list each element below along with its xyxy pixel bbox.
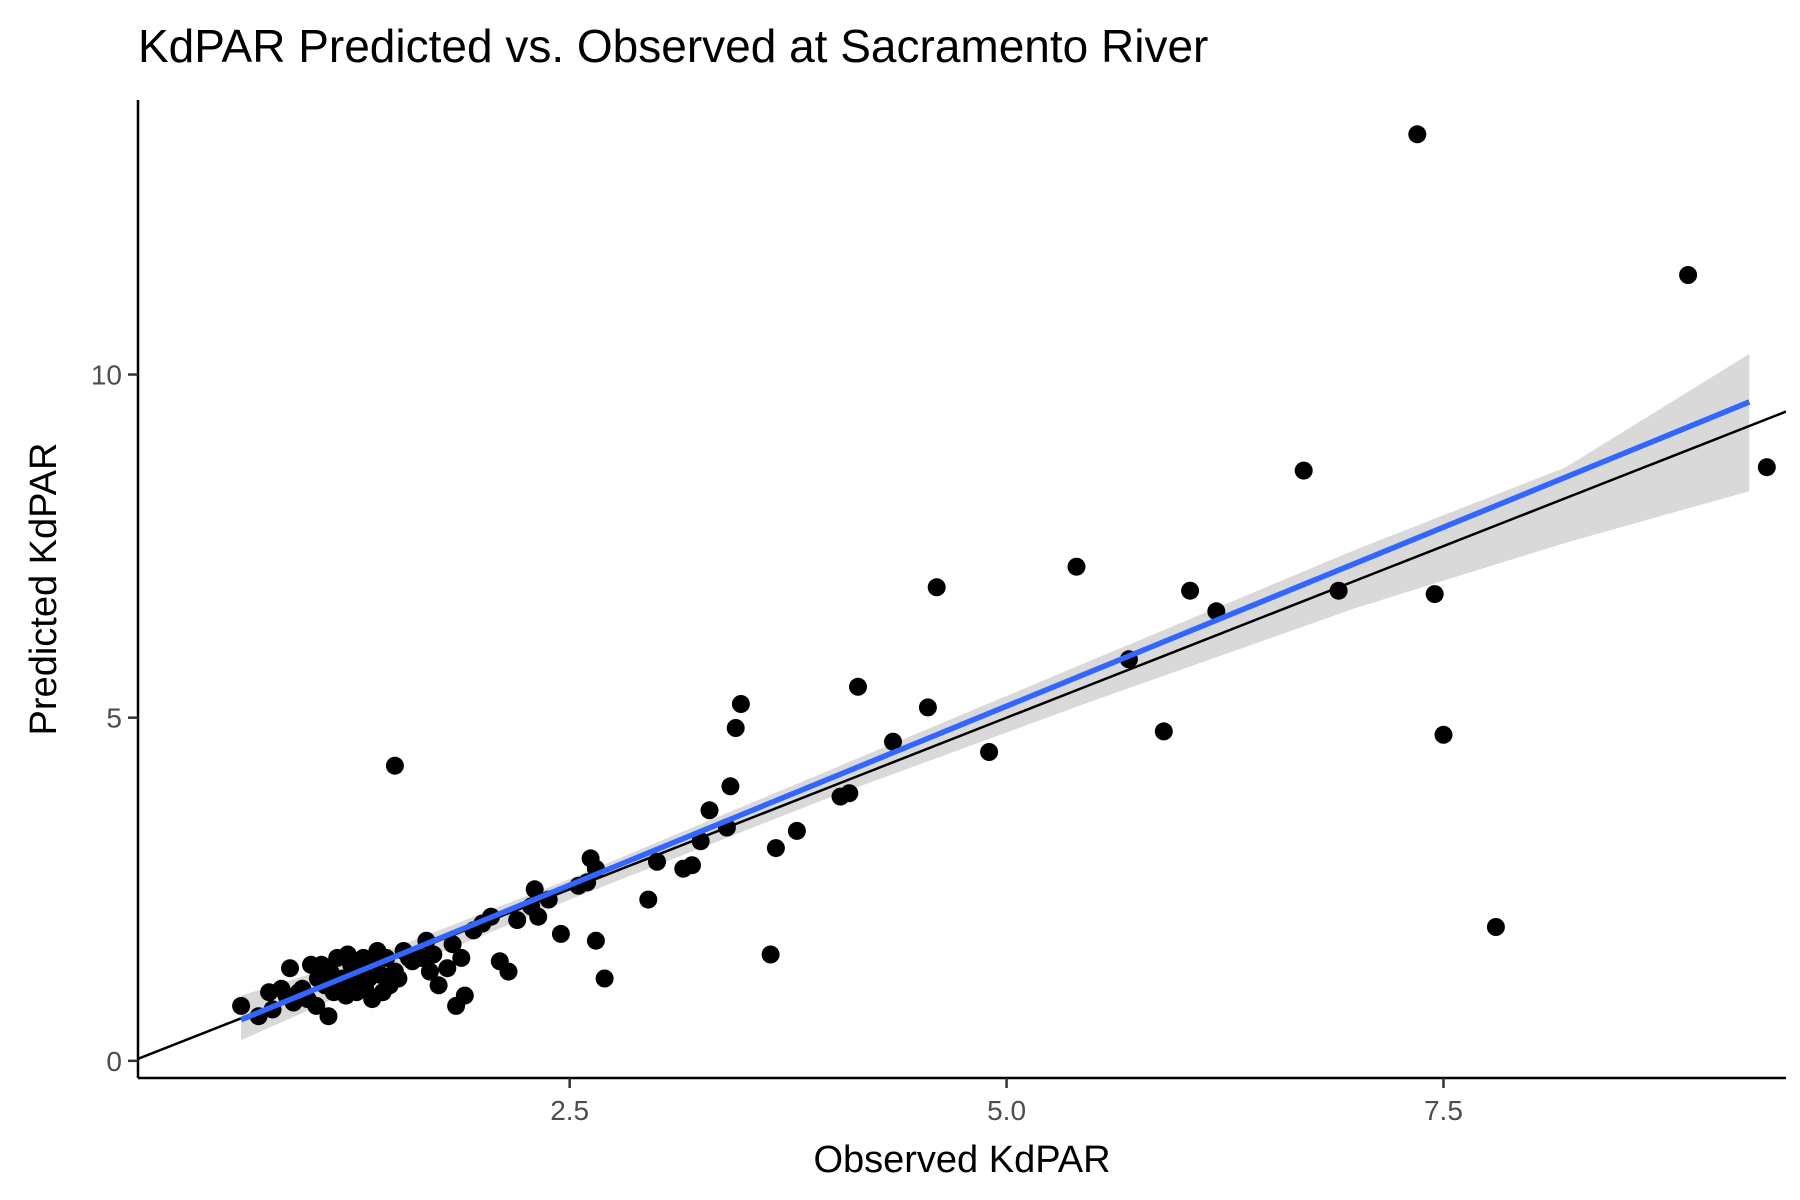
x-axis-ticks: 2.5 5.0 7.5: [550, 1078, 1463, 1126]
data-point: [429, 976, 448, 995]
data-point: [731, 695, 750, 713]
data-point: [389, 969, 408, 988]
data-point: [721, 777, 740, 796]
data-point: [529, 907, 548, 926]
data-point: [1329, 581, 1348, 600]
data-point: [319, 1007, 338, 1026]
x-tick-label: 5.0: [987, 1095, 1026, 1126]
data-point: [927, 578, 946, 597]
data-point: [648, 852, 666, 871]
x-tick-label: 2.5: [550, 1095, 589, 1126]
data-point: [443, 935, 462, 954]
data-point: [1434, 725, 1453, 744]
data-point: [551, 924, 570, 943]
data-point: [455, 986, 474, 1005]
data-point: [499, 962, 518, 981]
chart-title: KdPAR Predicted vs. Observed at Sacramen…: [138, 20, 1208, 72]
data-point: [884, 732, 902, 751]
data-point: [232, 996, 251, 1015]
data-point: [424, 945, 443, 964]
data-point: [1181, 581, 1200, 600]
data-point: [980, 743, 999, 761]
data-point: [1408, 125, 1427, 144]
data-point: [1757, 458, 1776, 477]
data-point: [1067, 557, 1086, 576]
data-point: [761, 945, 780, 964]
data-point: [1486, 918, 1505, 936]
regression-line: [240, 399, 1751, 1023]
data-points: [232, 125, 1776, 1026]
data-point: [307, 996, 326, 1015]
y-tick-label: 0: [106, 1046, 122, 1077]
data-point: [918, 698, 937, 717]
data-point: [766, 839, 785, 858]
data-point: [691, 832, 710, 851]
y-axis-title: Predicted KdPAR: [23, 443, 65, 736]
data-point: [700, 801, 719, 820]
data-point: [525, 880, 544, 899]
data-point: [1425, 585, 1444, 604]
data-point: [639, 890, 658, 909]
data-point: [726, 719, 745, 737]
data-point: [1679, 266, 1698, 284]
x-axis-title: Observed KdPAR: [813, 1139, 1110, 1181]
data-point: [452, 948, 471, 967]
data-point: [438, 959, 457, 978]
data-point: [787, 821, 806, 840]
y-tick-label: 10: [91, 360, 122, 391]
data-point: [849, 677, 867, 696]
y-axis-ticks: 0 5 10: [91, 360, 138, 1077]
data-point: [595, 969, 614, 988]
data-point: [840, 784, 859, 803]
data-point: [683, 856, 701, 875]
data-point: [508, 911, 527, 930]
confidence-band: [241, 353, 1750, 1041]
data-point: [385, 756, 404, 775]
y-tick-label: 5: [106, 703, 122, 734]
data-point: [586, 931, 605, 950]
data-point: [1294, 461, 1313, 480]
data-point: [420, 962, 439, 981]
data-point: [1154, 722, 1173, 741]
x-tick-label: 7.5: [1424, 1095, 1463, 1126]
data-point: [281, 959, 299, 978]
